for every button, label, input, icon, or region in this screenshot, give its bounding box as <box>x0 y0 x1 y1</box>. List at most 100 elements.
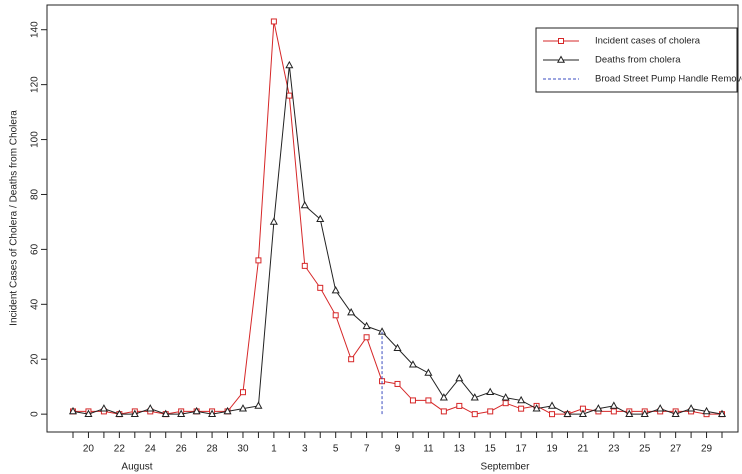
y-tick-label: 120 <box>30 76 41 93</box>
point <box>486 387 495 395</box>
point <box>455 373 464 382</box>
point <box>640 409 649 417</box>
y-tick-label: 100 <box>30 131 41 148</box>
point <box>99 404 108 412</box>
point <box>394 380 401 387</box>
point <box>502 400 509 407</box>
point <box>223 406 232 415</box>
legend-label: Broad Street Pump Handle Removed <box>595 74 742 85</box>
point <box>501 393 510 401</box>
point <box>393 343 402 352</box>
point <box>518 405 525 412</box>
x-tick-label: 15 <box>485 444 497 455</box>
x-tick-label: 25 <box>639 444 651 455</box>
point <box>456 402 463 409</box>
point <box>300 200 309 209</box>
point <box>425 397 432 404</box>
x-group-label: September <box>481 462 531 473</box>
y-tick-label: 0 <box>30 411 41 417</box>
point <box>286 92 293 99</box>
point <box>192 406 201 415</box>
point <box>671 409 680 417</box>
point <box>270 18 277 25</box>
x-tick-label: 23 <box>608 444 620 455</box>
x-tick-label: 1 <box>271 444 277 455</box>
point <box>161 409 170 417</box>
point <box>610 408 617 415</box>
legend-marker <box>556 55 566 63</box>
point <box>317 284 324 291</box>
point <box>532 404 541 412</box>
y-tick-label: 40 <box>30 298 41 310</box>
x-tick-label: 3 <box>302 444 308 455</box>
point <box>362 321 371 330</box>
point <box>254 401 263 409</box>
point <box>656 404 665 412</box>
point <box>517 395 526 404</box>
point <box>146 404 155 412</box>
x-tick-label: 30 <box>237 444 249 455</box>
point <box>332 312 339 319</box>
x-tick-label: 19 <box>546 444 558 455</box>
point <box>549 411 556 418</box>
point <box>717 409 727 417</box>
point <box>409 397 416 404</box>
point <box>578 409 587 417</box>
point <box>625 409 634 417</box>
point <box>471 411 478 418</box>
point <box>208 409 217 417</box>
legend-marker <box>558 38 564 44</box>
point <box>547 401 557 409</box>
y-tick-label: 80 <box>30 188 41 200</box>
x-tick-label: 24 <box>145 444 157 455</box>
x-tick-label: 22 <box>114 444 126 455</box>
point <box>115 409 124 417</box>
point <box>285 60 294 69</box>
legend-label: Incident cases of cholera <box>595 36 701 47</box>
point <box>363 334 370 341</box>
point <box>470 393 479 401</box>
point <box>238 404 248 412</box>
point <box>408 360 417 368</box>
y-tick-label: 20 <box>30 353 41 365</box>
point <box>594 404 603 412</box>
point <box>440 408 447 415</box>
legend-label: Deaths from cholera <box>595 55 681 66</box>
y-tick-label: 60 <box>30 243 41 255</box>
legend: Incident cases of cholera Deaths from cho… <box>535 27 742 93</box>
point <box>687 404 696 412</box>
y-tick-label: 140 <box>30 21 41 38</box>
x-tick-label: 29 <box>701 444 713 455</box>
point <box>348 356 355 363</box>
point <box>331 286 340 294</box>
x-tick-label: 20 <box>83 444 95 455</box>
point <box>84 409 93 417</box>
point <box>301 262 308 269</box>
point <box>439 393 448 401</box>
x-tick-label: 7 <box>364 444 370 455</box>
point <box>424 368 433 376</box>
point <box>269 217 278 225</box>
x-tick-label: 28 <box>207 444 219 455</box>
x-group-label: August <box>121 462 152 473</box>
x-tick-label: 5 <box>333 444 339 455</box>
x-tick-label: 13 <box>454 444 466 455</box>
x-tick-label: 9 <box>395 444 401 455</box>
point <box>239 389 246 396</box>
point <box>609 401 618 409</box>
point <box>177 409 186 417</box>
series-line <box>72 65 723 415</box>
x-tick-label: 17 <box>516 444 528 455</box>
x-tick-label: 11 <box>423 444 434 455</box>
x-tick-label: 26 <box>176 444 188 455</box>
x-tick-label: 21 <box>577 444 589 455</box>
x-tick-label: 27 <box>670 444 682 455</box>
point <box>255 257 262 264</box>
point <box>702 406 711 415</box>
y-axis-label: Incident Cases of Cholera / Deaths from … <box>9 110 20 326</box>
point <box>487 408 494 415</box>
point <box>68 406 78 415</box>
point <box>563 409 572 417</box>
point <box>130 409 139 417</box>
